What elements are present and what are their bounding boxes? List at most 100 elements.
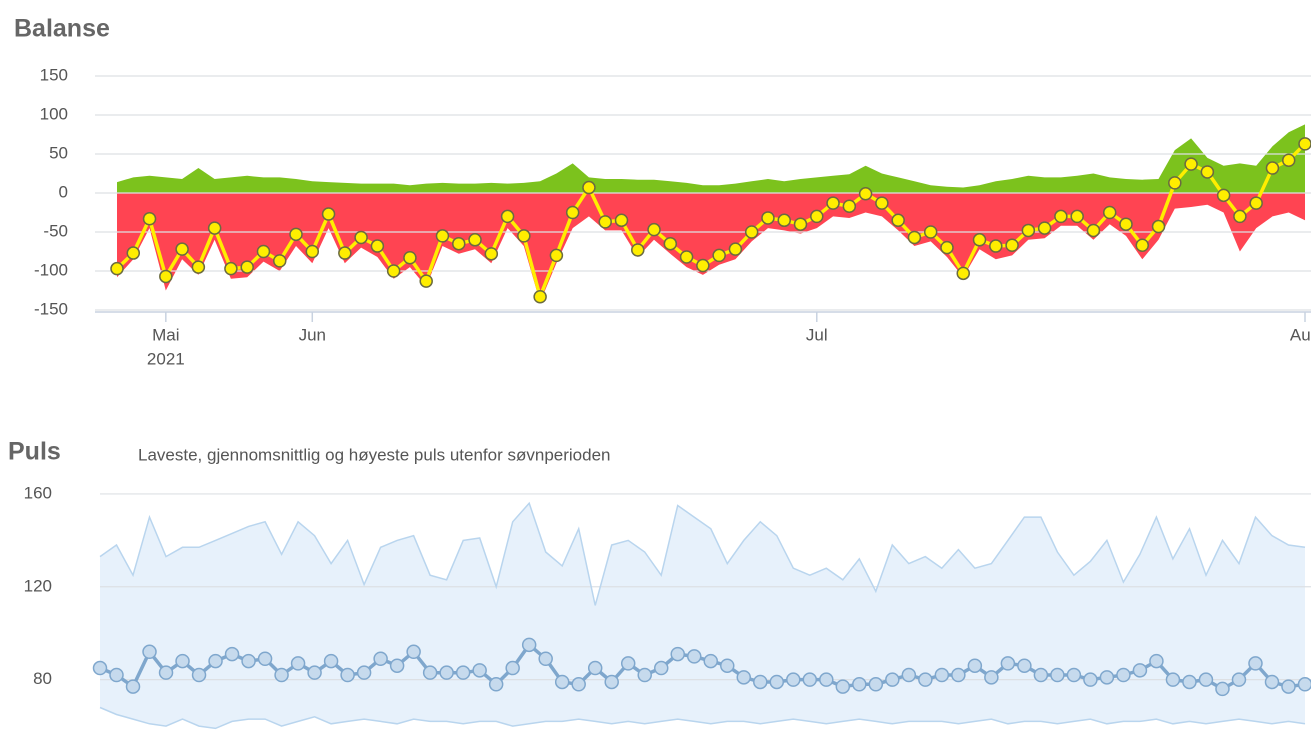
y-tick-label: 160 bbox=[24, 483, 52, 502]
data-point bbox=[1151, 219, 1166, 234]
data-point bbox=[728, 242, 743, 256]
data-point bbox=[406, 644, 421, 660]
data-point bbox=[505, 660, 520, 676]
range-low-edge bbox=[99, 706, 1306, 730]
data-point bbox=[403, 250, 417, 265]
data-point bbox=[565, 205, 580, 220]
data-point bbox=[549, 248, 564, 263]
data-point bbox=[1168, 176, 1182, 190]
data-point bbox=[191, 667, 207, 683]
data-point bbox=[620, 656, 636, 671]
data-point bbox=[679, 250, 694, 264]
x-tick-label: Aug bbox=[1290, 325, 1311, 344]
data-point bbox=[109, 667, 124, 683]
data-point bbox=[272, 254, 287, 268]
data-point bbox=[582, 180, 596, 195]
data-point bbox=[175, 653, 190, 669]
data-point bbox=[175, 242, 189, 256]
data-point bbox=[663, 236, 678, 251]
data-point bbox=[1099, 670, 1115, 685]
data-point bbox=[1132, 663, 1148, 678]
data-point bbox=[587, 660, 603, 676]
data-point bbox=[1083, 672, 1098, 687]
data-point bbox=[696, 258, 710, 273]
data-point bbox=[1249, 196, 1263, 210]
data-point bbox=[972, 233, 987, 247]
data-point bbox=[940, 240, 954, 255]
data-point bbox=[1050, 667, 1065, 683]
data-point bbox=[1233, 209, 1247, 224]
data-point bbox=[455, 665, 471, 680]
data-point bbox=[158, 665, 174, 680]
data-point bbox=[1005, 238, 1019, 253]
data-point bbox=[753, 674, 768, 690]
data-point bbox=[1165, 672, 1181, 687]
data-point bbox=[858, 187, 873, 201]
data-point bbox=[631, 243, 645, 257]
data-point bbox=[604, 674, 619, 690]
data-point bbox=[1017, 658, 1032, 673]
data-point bbox=[984, 670, 999, 685]
data-point bbox=[1033, 667, 1049, 683]
data-point bbox=[538, 651, 553, 666]
data-point bbox=[439, 665, 454, 680]
data-point bbox=[1116, 667, 1131, 683]
area bbox=[117, 124, 1305, 193]
data-point bbox=[389, 658, 405, 673]
data-point bbox=[208, 653, 223, 669]
data-point bbox=[1102, 205, 1117, 220]
data-point bbox=[126, 246, 141, 260]
data-point bbox=[571, 677, 586, 692]
y-tick-label: 50 bbox=[49, 143, 68, 162]
data-point bbox=[1200, 165, 1215, 179]
data-point bbox=[370, 239, 385, 253]
data-point bbox=[810, 209, 824, 224]
data-point bbox=[670, 646, 685, 662]
chart-title: Balanse bbox=[14, 15, 110, 43]
data-point bbox=[1135, 238, 1150, 253]
data-point bbox=[419, 274, 433, 288]
data-point bbox=[159, 269, 173, 284]
y-tick-label: 80 bbox=[33, 669, 52, 688]
chart-title: Puls bbox=[8, 438, 61, 466]
data-point bbox=[786, 672, 801, 687]
range-low-area bbox=[100, 707, 1305, 740]
data-point bbox=[852, 677, 867, 692]
y-tick-label: 0 bbox=[59, 182, 68, 201]
data-point bbox=[142, 644, 157, 660]
y-tick-label: 150 bbox=[40, 65, 68, 84]
data-point bbox=[305, 244, 320, 259]
data-point bbox=[1184, 157, 1198, 171]
data-point bbox=[289, 227, 303, 242]
y-tick-label: -100 bbox=[34, 260, 68, 279]
data-point bbox=[934, 667, 950, 683]
data-point bbox=[241, 653, 256, 669]
data-point bbox=[521, 637, 537, 653]
data-point bbox=[769, 674, 785, 690]
data-point bbox=[307, 665, 322, 680]
data-point bbox=[744, 225, 759, 239]
data-point bbox=[891, 213, 905, 228]
data-point bbox=[422, 665, 438, 680]
data-point bbox=[826, 196, 840, 210]
data-point bbox=[240, 260, 254, 274]
data-point bbox=[951, 667, 966, 683]
data-point bbox=[207, 221, 222, 235]
data-point bbox=[1216, 188, 1231, 203]
data-point bbox=[1281, 153, 1296, 167]
data-point bbox=[1297, 677, 1311, 692]
data-point bbox=[989, 239, 1003, 253]
data-point bbox=[224, 261, 238, 276]
data-point bbox=[92, 660, 108, 676]
data-point bbox=[614, 213, 629, 228]
data-point bbox=[653, 660, 669, 676]
data-point bbox=[761, 211, 775, 225]
x-tick-label: Jun bbox=[299, 325, 326, 344]
data-point bbox=[488, 677, 504, 692]
data-point bbox=[484, 247, 499, 261]
data-point bbox=[598, 215, 612, 229]
data-point bbox=[191, 260, 206, 274]
data-point bbox=[802, 672, 818, 687]
data-point bbox=[901, 667, 917, 683]
